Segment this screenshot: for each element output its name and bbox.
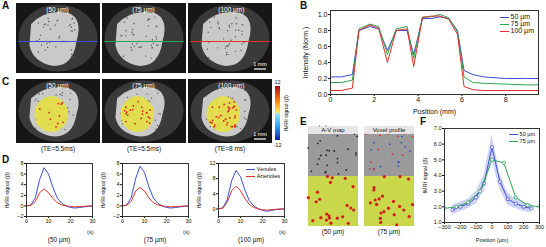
svg-text:8: 8	[116, 160, 119, 166]
svg-text:5.0: 5.0	[434, 157, 442, 163]
svg-text:4: 4	[416, 96, 420, 103]
svg-text:0: 0	[20, 203, 23, 209]
svg-text:(s): (s)	[183, 229, 190, 235]
svg-text:fMRI signal (β): fMRI signal (β)	[422, 157, 428, 193]
html-text:E: E	[300, 116, 307, 127]
html-text:(75 µm): (75 µm)	[143, 236, 167, 243]
svg-text:fMRI signal (β): fMRI signal (β)	[196, 172, 202, 208]
svg-text:−200: −200	[454, 224, 466, 230]
svg-text:0.4: 0.4	[318, 59, 328, 66]
svg-text:(75 µm): (75 µm)	[132, 82, 155, 90]
html-text:A: A	[2, 0, 10, 11]
svg-text:1.0: 1.0	[318, 11, 328, 18]
svg-text:1 mm: 1 mm	[253, 131, 267, 137]
svg-text:(TE=5.5ms): (TE=5.5ms)	[41, 145, 75, 153]
svg-text:20: 20	[259, 218, 265, 224]
svg-text:-12: -12	[274, 142, 282, 148]
svg-text:Voxel profile: Voxel profile	[373, 127, 406, 133]
svg-text:0: 0	[212, 206, 215, 212]
svg-text:0: 0	[329, 96, 333, 103]
svg-text:−100: −100	[470, 224, 482, 230]
html-text:B: B	[300, 0, 308, 11]
svg-text:4: 4	[212, 191, 215, 197]
svg-text:Position (µm): Position (µm)	[476, 237, 509, 243]
svg-text:8: 8	[212, 175, 215, 181]
svg-text:2: 2	[20, 192, 23, 198]
html-text:50 µm: 50 µm	[510, 13, 531, 20]
svg-text:30: 30	[89, 218, 95, 224]
html-text:50 µm: 50 µm	[519, 131, 535, 137]
svg-text:fMRI signal (β): fMRI signal (β)	[283, 95, 289, 131]
html-text:C: C	[2, 76, 10, 87]
svg-text:20: 20	[67, 218, 73, 224]
html-text:75 µm: 75 µm	[510, 20, 531, 27]
svg-text:300: 300	[535, 224, 544, 230]
svg-text:1 mm: 1 mm	[253, 61, 267, 67]
svg-text:4: 4	[20, 181, 23, 187]
svg-text:3.0: 3.0	[434, 188, 442, 194]
svg-text:−2: −2	[17, 213, 23, 219]
svg-text:fMRI signal (β): fMRI signal (β)	[4, 172, 10, 208]
svg-text:0: 0	[116, 203, 119, 209]
svg-text:6: 6	[460, 96, 464, 103]
svg-text:10: 10	[45, 218, 51, 224]
svg-text:6: 6	[20, 171, 23, 177]
svg-text:4: 4	[116, 181, 119, 187]
html-text:Venules: Venules	[256, 166, 277, 172]
html-text:100 µm: 100 µm	[510, 27, 534, 34]
svg-text:(50 µm): (50 µm)	[46, 82, 69, 90]
svg-text:0.8: 0.8	[318, 27, 328, 34]
svg-text:20: 20	[163, 218, 169, 224]
svg-text:1.0: 1.0	[433, 219, 442, 226]
svg-text:−300: −300	[438, 224, 450, 230]
svg-text:30: 30	[281, 218, 287, 224]
html-text:(100 µm): (100 µm)	[237, 236, 265, 243]
svg-text:10: 10	[237, 218, 243, 224]
svg-text:(100 µm): (100 µm)	[218, 6, 244, 14]
svg-text:Position (mm): Position (mm)	[413, 108, 456, 116]
svg-text:8: 8	[504, 96, 508, 103]
svg-text:0.0: 0.0	[318, 91, 328, 98]
svg-text:30: 30	[185, 218, 191, 224]
html-text:D: D	[2, 154, 10, 165]
svg-text:(50 µm): (50 µm)	[322, 228, 345, 236]
svg-text:(s): (s)	[87, 229, 94, 235]
svg-text:(75 µm): (75 µm)	[132, 6, 155, 14]
svg-text:6: 6	[116, 171, 119, 177]
svg-text:−2: −2	[113, 213, 119, 219]
svg-text:100: 100	[503, 224, 512, 230]
svg-text:6.0: 6.0	[434, 141, 442, 147]
svg-text:0: 0	[217, 218, 220, 224]
svg-text:2: 2	[116, 192, 119, 198]
svg-text:(100 µm): (100 µm)	[218, 82, 244, 90]
svg-text:Intensity (Norm.): Intensity (Norm.)	[302, 27, 310, 79]
svg-text:12: 12	[209, 160, 215, 166]
svg-text:10: 10	[141, 218, 147, 224]
svg-text:A-V map: A-V map	[321, 127, 345, 133]
svg-text:0: 0	[490, 224, 493, 230]
svg-text:200: 200	[519, 224, 528, 230]
html-text:F: F	[420, 116, 427, 127]
svg-text:(TE=5.5ms): (TE=5.5ms)	[127, 145, 161, 153]
svg-text:4.0: 4.0	[434, 172, 442, 178]
html-text:75 µm: 75 µm	[519, 138, 535, 144]
svg-text:(s): (s)	[279, 229, 286, 235]
svg-text:7.0: 7.0	[434, 125, 442, 131]
svg-text:2: 2	[372, 96, 376, 103]
svg-text:fMRI signal (β): fMRI signal (β)	[100, 172, 106, 208]
html-text:Arterioles: Arterioles	[256, 173, 280, 179]
svg-text:(TE=8 ms): (TE=8 ms)	[215, 145, 246, 153]
svg-text:0: 0	[25, 218, 28, 224]
svg-text:0.6: 0.6	[318, 43, 328, 50]
svg-text:12: 12	[274, 79, 280, 85]
svg-text:2.0: 2.0	[434, 204, 442, 210]
svg-text:0.2: 0.2	[318, 75, 328, 82]
svg-text:8: 8	[20, 160, 23, 166]
html-text:(50 µm): (50 µm)	[47, 236, 71, 243]
svg-text:(50 µm): (50 µm)	[46, 6, 69, 14]
svg-text:0: 0	[121, 218, 124, 224]
svg-text:(75 µm): (75 µm)	[378, 228, 401, 236]
